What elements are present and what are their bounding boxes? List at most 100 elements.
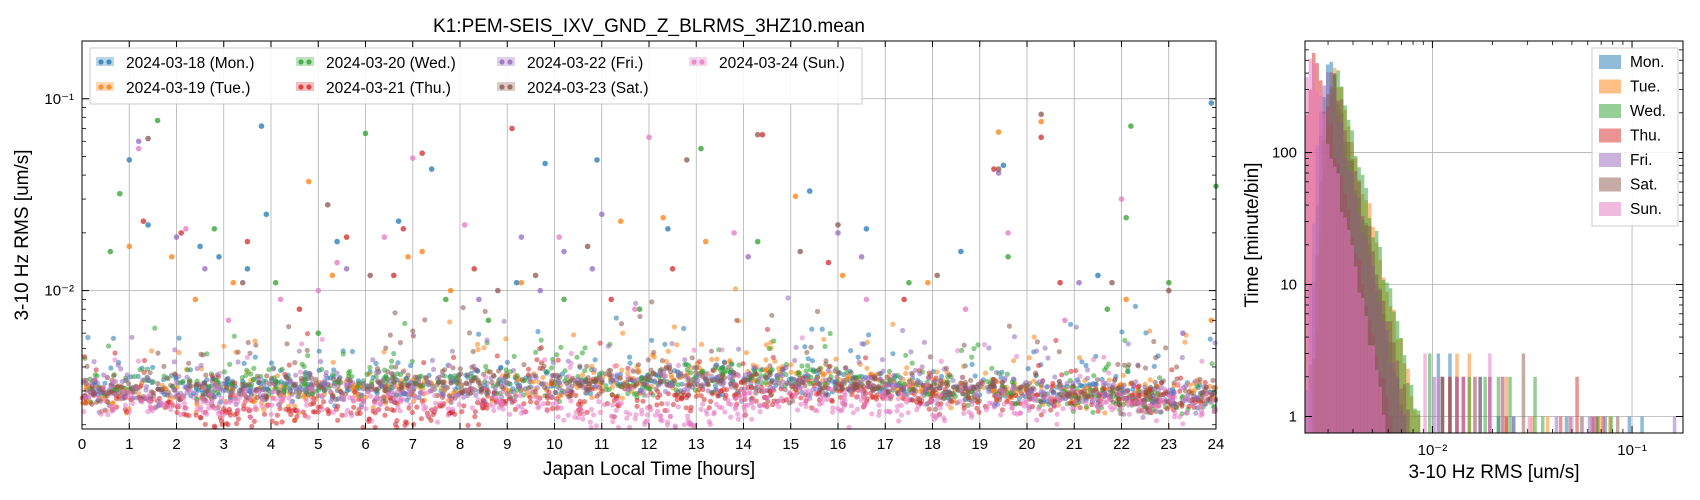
scatter-point [973, 392, 979, 398]
scatter-outlier-point [126, 157, 133, 163]
scatter-point [482, 398, 488, 405]
scatter-point [1120, 372, 1126, 378]
histogram-legend-label: Fri. [1630, 152, 1652, 169]
scatter-point [610, 419, 616, 425]
scatter-point [649, 337, 655, 343]
scatter-point [958, 386, 964, 392]
scatter-point [1026, 355, 1032, 361]
scatter-point [921, 401, 928, 407]
scatter-point [681, 387, 688, 393]
scatter-point [694, 365, 700, 371]
scatter-point [1050, 380, 1056, 386]
scatter-point [958, 380, 964, 386]
scatter-point [890, 351, 896, 357]
scatter-point [663, 365, 669, 372]
scatter-point [908, 349, 914, 355]
scatter-point [1143, 387, 1149, 393]
scatter-outlier-point [117, 190, 123, 197]
scatter-point [591, 412, 597, 418]
scatter-point [198, 407, 204, 413]
scatter-outlier-point [995, 129, 1002, 135]
scatter-point [1008, 401, 1014, 407]
scatter-point [84, 363, 90, 369]
scatter-point [300, 394, 306, 400]
scatter-point [634, 397, 640, 403]
histogram-bar [1541, 416, 1545, 433]
scatter-point [242, 392, 248, 398]
scatter-point [876, 402, 882, 408]
scatter-x-tick-label: 2 [172, 436, 180, 453]
scatter-point [748, 384, 754, 390]
scatter-point [610, 377, 616, 383]
scatter-xlabel: Japan Local Time [hours] [543, 459, 755, 480]
scatter-point [657, 378, 664, 384]
scatter-point [898, 387, 905, 393]
scatter-point [742, 380, 748, 386]
scatter-point [685, 413, 691, 419]
scatter-point [672, 423, 678, 429]
histogram-bar [1554, 416, 1559, 433]
scatter-point [1153, 384, 1160, 390]
scatter-point [247, 396, 253, 403]
scatter-point [186, 379, 192, 385]
scatter-point [118, 366, 124, 372]
scatter-band-2024-03-23 (Sat.) [82, 299, 1217, 417]
histogram-bar [1504, 376, 1509, 433]
scatter-point [955, 348, 961, 354]
scatter-point [1164, 406, 1170, 412]
scatter-point [682, 361, 688, 368]
scatter-point [330, 376, 337, 382]
scatter-point [110, 335, 116, 341]
scatter-point [190, 394, 196, 400]
scatter-point [814, 408, 820, 414]
scatter-point [527, 394, 533, 400]
scatter-point [983, 407, 990, 413]
scatter-point [297, 389, 303, 395]
histogram-bar [1312, 62, 1316, 433]
scatter-point [254, 395, 260, 401]
scatter-point [81, 354, 87, 360]
scatter-point [207, 391, 213, 397]
scatter-point [844, 369, 850, 375]
scatter-point [719, 405, 725, 411]
scatter-point [792, 392, 798, 398]
scatter-point [766, 346, 772, 352]
scatter-point [753, 371, 759, 377]
scatter-point [811, 369, 817, 375]
scatter-x-tick-label: 16 [830, 436, 847, 453]
scatter-point [623, 409, 629, 415]
scatter-outlier-point [561, 296, 567, 303]
scatter-point [169, 400, 175, 406]
histogram-legend-swatch [1599, 104, 1621, 118]
scatter-point [507, 411, 513, 417]
scatter-point [1018, 384, 1024, 390]
scatter-point [375, 370, 381, 376]
scatter-outlier-point [792, 193, 799, 200]
scatter-point [742, 403, 748, 409]
scatter-point [112, 357, 118, 363]
scatter-point [492, 384, 498, 391]
scatter-point [1125, 402, 1131, 408]
scatter-outlier-point [471, 266, 478, 272]
histogram-bar [1530, 416, 1534, 433]
scatter-point [1052, 403, 1058, 409]
scatter-point [1055, 395, 1061, 401]
scatter-outlier-point [461, 222, 468, 228]
scatter-point [286, 324, 292, 330]
scatter-point [678, 370, 684, 377]
scatter-point [518, 403, 524, 409]
scatter-point [254, 373, 260, 379]
scatter-point [193, 381, 199, 387]
scatter-outlier-point [485, 317, 492, 324]
scatter-outlier-point [362, 130, 369, 137]
scatter-point [541, 363, 547, 369]
scatter-point [725, 397, 731, 403]
scatter-point [239, 375, 245, 381]
scatter-point [506, 392, 512, 398]
scatter-outlier-point [263, 211, 270, 218]
scatter-point [832, 368, 838, 374]
scatter-point [802, 389, 809, 395]
scatter-point [510, 367, 517, 373]
scatter-point [323, 373, 329, 379]
